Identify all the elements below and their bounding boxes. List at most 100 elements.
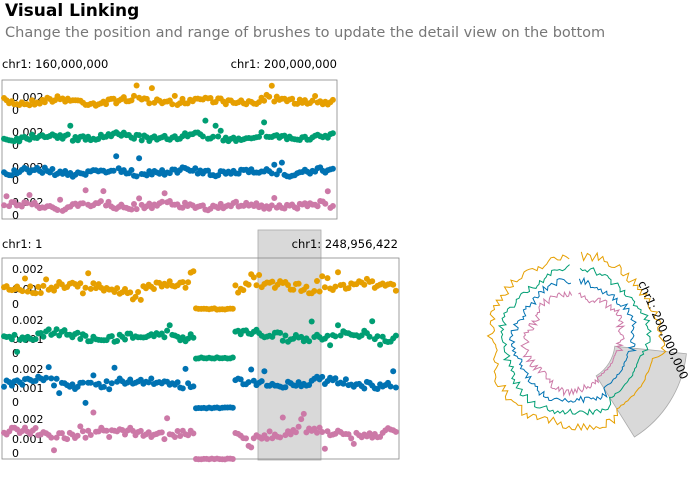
detail-point [217,127,224,134]
detail-point [3,193,10,200]
overview-point [111,364,118,371]
overview-point [266,428,273,435]
overview-point [48,375,55,382]
overview-point [250,377,257,384]
overview-point [85,270,92,277]
overview-point [8,382,15,389]
overview-row-1-points [1,318,399,362]
overview-point [185,279,192,286]
detail-point [256,133,262,140]
overview-point [348,435,355,442]
detail-point [271,98,278,105]
overview-point [319,429,326,435]
detail-point [64,131,71,138]
detail-point [23,200,30,207]
overview-point [108,380,115,387]
overview-point [87,338,94,345]
detail-point [26,102,33,109]
overview-point [261,368,268,375]
overview-point [314,278,320,284]
overview-point [51,447,57,454]
overview-point [285,282,291,288]
overview-view: chr1: 1 chr1: 248,956,422 0.002 0.001 0 … [1,229,400,463]
overview-point [87,379,94,386]
overview-point [74,329,81,336]
overview-point [332,375,339,382]
overview-point [182,284,189,291]
overview-point [137,296,144,303]
detail-points [1,82,336,214]
detail-point [314,203,321,210]
detail-point [212,122,219,129]
overview-point [53,434,60,441]
overview-point [306,382,313,388]
overview-point [145,429,152,436]
overview-point [77,423,84,430]
detail-row-3-tick-zero: 0 [12,209,19,222]
overview-point [282,332,289,339]
overview-point [79,428,86,435]
detail-point [54,207,61,213]
overview-point [35,283,42,290]
overview-point [377,341,384,348]
detail-point [268,202,275,209]
overview-point [308,318,315,325]
overview-point [69,381,76,388]
overview-point [258,378,265,385]
overview-point [127,330,134,337]
overview-point [58,430,65,437]
detail-point [105,198,112,205]
overview-point [114,285,121,292]
overview-point [314,429,320,436]
overview-point [324,275,331,282]
overview-point [392,332,399,339]
detail-point [169,101,176,108]
overview-point [335,322,341,329]
overview-point [51,287,57,294]
overview-point [32,425,39,431]
detail-point [179,95,186,102]
overview-brush[interactable] [257,229,322,461]
detail-point [268,170,275,177]
overview-point [37,290,44,296]
detail-point [39,169,46,176]
overview-point [11,331,18,338]
overview-point [369,278,376,285]
detail-point [176,100,183,107]
overview-point [87,285,94,292]
overview-point [40,333,47,340]
overview-point [300,410,307,417]
detail-point [146,200,153,207]
detail-point [95,136,102,142]
overview-point [182,365,189,372]
overview-point [177,433,184,439]
overview-point [392,428,399,435]
overview-point [390,368,397,375]
page-subtitle: Change the position and range of brushes… [5,25,606,41]
overview-point [190,383,197,390]
detail-point [324,188,331,195]
overview-point [369,318,376,325]
overview-point [90,280,97,287]
overview-point [19,381,26,388]
overview-point [129,427,136,434]
detail-point [128,167,135,173]
detail-row-1-points [1,117,336,145]
circular-brush[interactable] [595,345,687,438]
detail-point [329,96,336,103]
detail-point [329,130,336,137]
detail-point [143,95,150,102]
overview-row-0-tick-top: 0.002 [12,263,44,276]
overview-point [237,376,244,383]
overview-point [279,414,286,421]
overview-point [287,431,294,438]
overview-point [340,380,347,387]
overview-point [127,289,134,296]
detail-point [133,173,140,180]
detail-point [329,203,336,209]
circular-ring-0 [486,251,667,432]
overview-point [19,288,26,295]
detail-point [202,117,209,124]
overview-point [229,305,236,312]
detail-point [113,153,120,160]
